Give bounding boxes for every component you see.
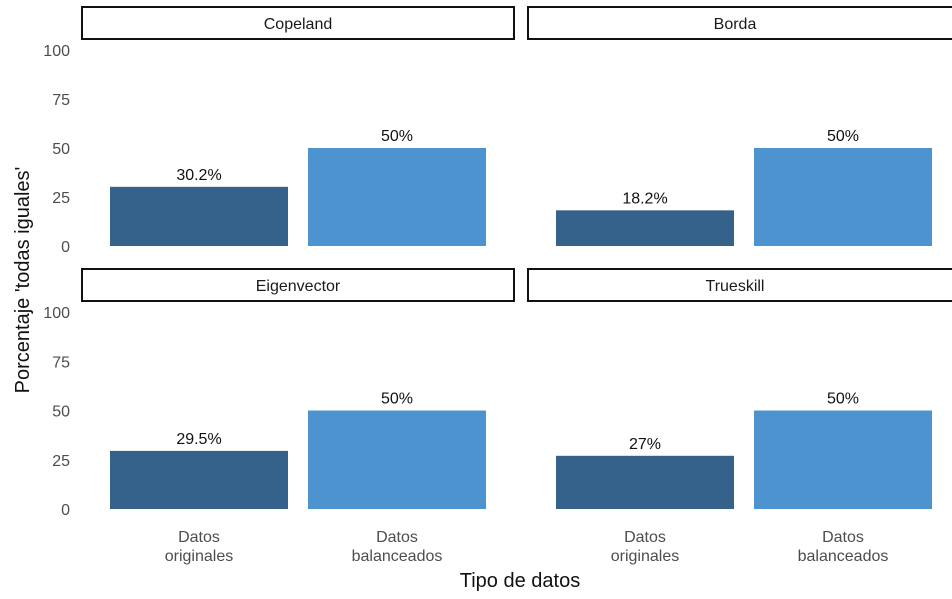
y-tick-label: 50 <box>52 141 70 158</box>
bar-balanceados <box>308 410 486 509</box>
y-tick-label: 75 <box>52 92 70 109</box>
bar-originales <box>556 210 734 246</box>
x-tick-label: Datos <box>624 529 666 546</box>
x-tick-label: Datos <box>822 529 864 546</box>
facet-strip-label: Trueskill <box>706 278 765 295</box>
y-tick-label: 100 <box>43 305 70 322</box>
bar-balanceados <box>754 410 932 509</box>
bar-balanceados <box>308 148 486 246</box>
y-tick-label: 75 <box>52 354 70 371</box>
y-tick-label: 0 <box>61 239 70 256</box>
bar-value-label: 18.2% <box>622 190 667 207</box>
facet-panel-copeland: Copeland 0 25 50 75 100 30.2% 50% <box>43 6 515 256</box>
bar-value-label: 50% <box>381 391 413 408</box>
x-tick-label: Datos <box>178 529 220 546</box>
y-tick-label: 25 <box>52 453 70 470</box>
x-tick-label: originales <box>611 548 679 565</box>
facet-panel-borda: Borda 18.2% 50% <box>527 6 952 246</box>
bar-originales <box>110 186 288 246</box>
facet-panel-trueskill: Trueskill 27% 50% Datos originales Datos balan… <box>527 268 952 565</box>
facet-strip <box>527 6 952 40</box>
y-tick-label: 100 <box>43 43 70 60</box>
y-tick-label: 50 <box>52 404 70 421</box>
bar-value-label: 30.2% <box>176 167 221 184</box>
bar-originales <box>110 450 288 509</box>
facet-strip <box>81 268 515 302</box>
facet-strip-label: Copeland <box>264 16 333 33</box>
y-tick-label: 0 <box>61 502 70 519</box>
facet-strip <box>81 6 515 40</box>
facet-strip-label: Eigenvector <box>256 278 341 295</box>
x-axis-title: Tipo de datos <box>460 570 580 592</box>
bar-value-label: 50% <box>827 128 859 145</box>
facet-panel-eigenvector: Eigenvector 0 25 50 75 100 29.5% 50% Datos origin… <box>43 268 515 565</box>
y-tick-label: 25 <box>52 190 70 207</box>
facet-strip <box>527 268 952 302</box>
x-tick-label: originales <box>165 548 233 565</box>
bar-value-label: 50% <box>381 128 413 145</box>
bar-originales <box>556 455 734 509</box>
bar-balanceados <box>754 148 932 246</box>
bar-value-label: 27% <box>629 436 661 453</box>
x-tick-label: balanceados <box>352 548 443 565</box>
bar-value-label: 29.5% <box>176 431 221 448</box>
x-tick-label: Datos <box>376 529 418 546</box>
facet-strip-label: Borda <box>714 16 757 33</box>
x-tick-label: balanceados <box>798 548 889 565</box>
y-axis-title: Porcentaje 'todas iguales' <box>12 167 34 394</box>
bar-value-label: 50% <box>827 391 859 408</box>
